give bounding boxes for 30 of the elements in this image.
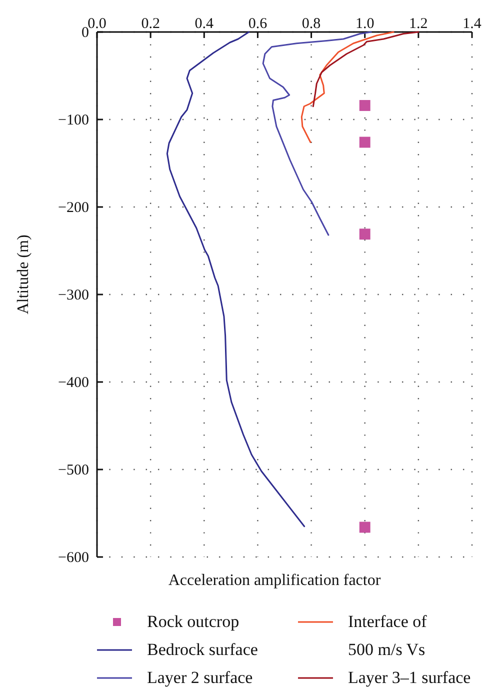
- point: [359, 136, 370, 148]
- x-tick-label: 0.4: [194, 16, 214, 32]
- y-tick-label: 0: [82, 24, 89, 41]
- point: [359, 522, 370, 533]
- x-tick-label: 0.8: [302, 16, 321, 32]
- y-axis-title: Altitude (m): [15, 234, 32, 314]
- x-tick-label: 0.0: [88, 16, 106, 32]
- x-tick-label: 1.0: [355, 16, 374, 32]
- x-tick-label: 0.2: [141, 16, 160, 32]
- y-tick-label: −100: [58, 112, 89, 128]
- legend-label: Interface of 500 m/s Vs: [348, 612, 428, 659]
- y-tick-label: −400: [58, 374, 89, 391]
- legend-label: Layer 2 surface: [147, 668, 253, 687]
- legend-label: Bedrock surface: [147, 640, 258, 659]
- line-series: [300, 31, 394, 143]
- legend-label: Rock outcrop: [147, 612, 240, 631]
- x-tick-label: 0.6: [248, 16, 268, 32]
- line-series: [262, 31, 372, 236]
- x-tick-label: 1.2: [409, 16, 428, 32]
- y-tick-label: −200: [58, 200, 89, 216]
- point: [359, 100, 370, 111]
- point: [359, 228, 370, 240]
- y-tick-label: −600: [58, 550, 89, 566]
- line-series: [166, 31, 306, 528]
- y-tick-label: −500: [58, 462, 89, 478]
- x-axis-title: Acceleration amplification factor: [168, 572, 382, 589]
- line-series: [312, 31, 420, 108]
- legend-label: Layer 3–1 surface: [348, 668, 471, 687]
- x-tick-label: 1.4: [462, 16, 482, 32]
- y-tick-label: −300: [58, 287, 89, 304]
